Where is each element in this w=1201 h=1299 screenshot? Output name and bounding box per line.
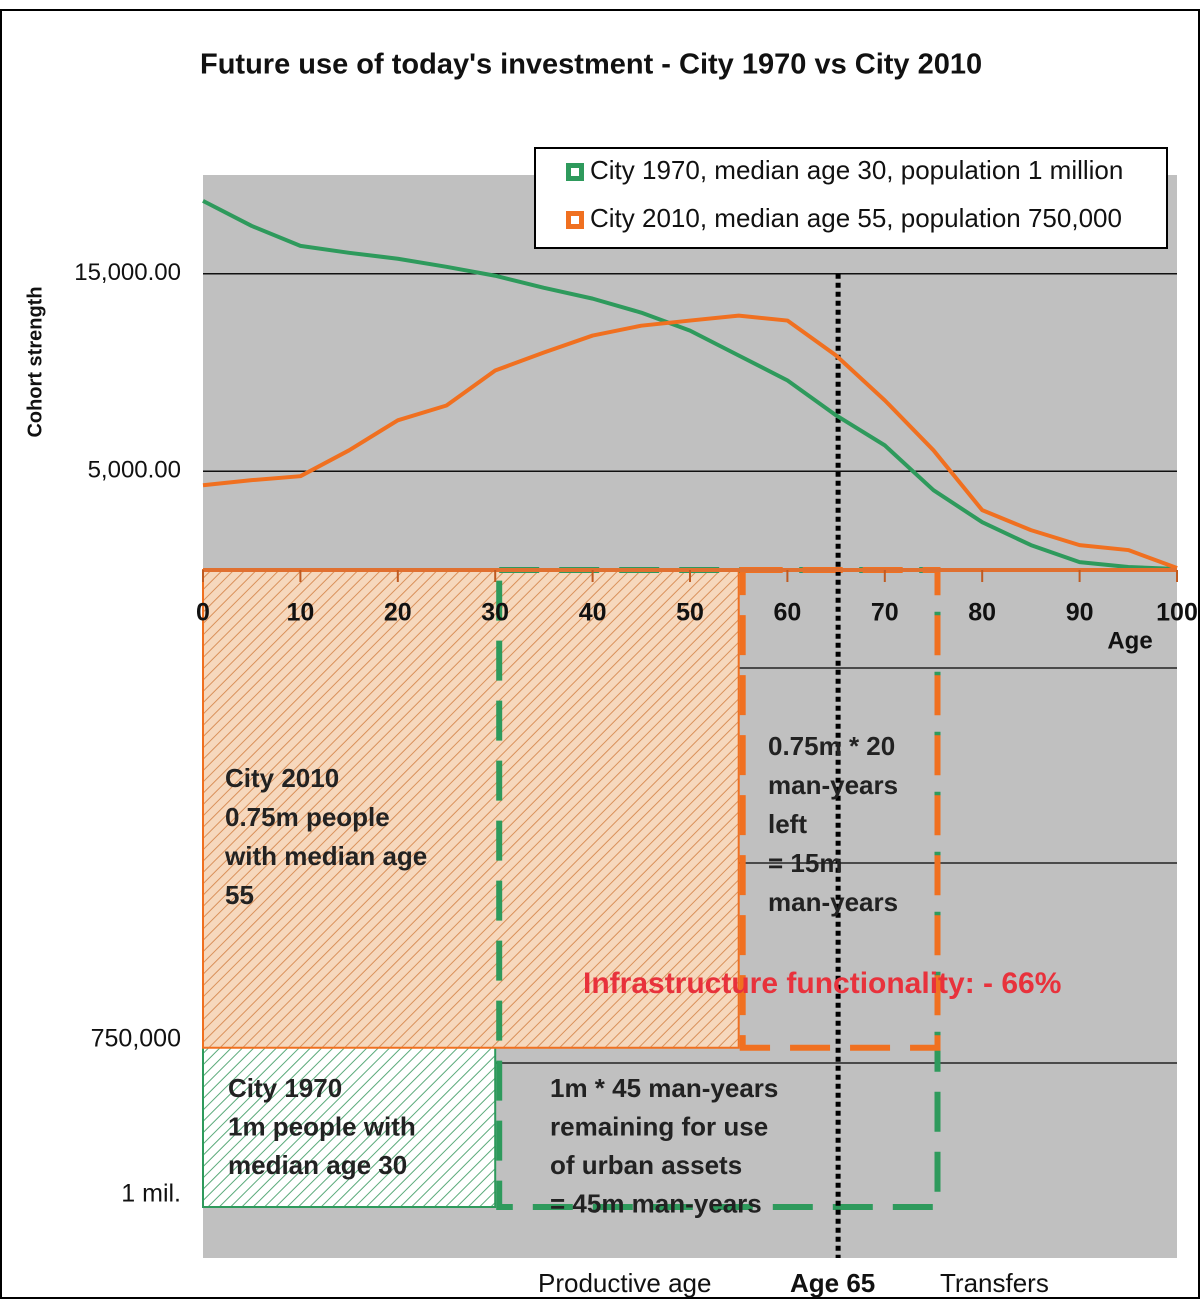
line-series — [202, 313, 1178, 570]
x-tick-label: 0 — [196, 599, 210, 627]
x-tick-label: 80 — [968, 599, 996, 627]
annotation: remaining for use — [550, 1111, 768, 1141]
annotation: median age 30 — [228, 1150, 407, 1180]
footer-label: Transfers — [940, 1268, 1049, 1298]
x-tick-label: 10 — [286, 599, 314, 627]
legend-label: City 1970, median age 30, population 1 m… — [590, 155, 1123, 185]
headline: Infrastructure functionality: - 66% — [583, 967, 1061, 1000]
annotation: man-years — [768, 770, 898, 800]
annotation: City 2010 — [225, 763, 339, 793]
annotation: City 1970 — [228, 1073, 342, 1103]
x-tick-label: 70 — [871, 599, 899, 627]
annotation: = 15m — [768, 848, 842, 878]
x-tick-label: 90 — [1066, 599, 1094, 627]
frame — [0, 9, 1200, 1299]
x-tick-label: 100 — [1156, 599, 1198, 627]
annotation: = 45m man-years — [550, 1188, 762, 1218]
annotation: 0.75m people — [225, 802, 390, 832]
legend-label: City 2010, median age 55, population 750… — [590, 203, 1122, 233]
annotation: of urban assets — [550, 1150, 742, 1180]
y-tick-label: 750,000 — [91, 1024, 181, 1052]
annotation: 1m * 45 man-years — [550, 1073, 778, 1103]
cohort-block — [202, 569, 740, 1049]
footer-label: Age 65 — [790, 1268, 875, 1298]
x-tick-label: 20 — [384, 599, 412, 627]
y-axis-label: Cohort strength — [24, 286, 46, 437]
legend-swatch-inner — [571, 168, 579, 176]
x-tick-label: 30 — [481, 599, 509, 627]
legend: City 1970, median age 30, population 1 m… — [534, 147, 1168, 249]
annotation: 55 — [225, 880, 254, 910]
annotation: 1m people with — [228, 1111, 416, 1141]
legend-swatch-inner — [571, 216, 579, 224]
chart-title: Future use of today's investment - City … — [200, 49, 982, 81]
x-tick-label: 60 — [773, 599, 801, 627]
footer-label: Productive age — [538, 1268, 711, 1298]
y-tick-label: 15,000.00 — [74, 259, 181, 286]
x-tick-label: 40 — [579, 599, 607, 627]
annotation: left — [768, 809, 807, 839]
y-tick-label: 1 mil. — [121, 1180, 181, 1208]
legend-box — [534, 147, 1168, 249]
line-series — [202, 199, 1178, 572]
annotation: 0.75m * 20 — [768, 731, 895, 761]
annotation: with median age — [224, 841, 427, 871]
y-tick-label: 5,000.00 — [88, 457, 181, 484]
annotation: man-years — [768, 887, 898, 917]
x-tick-label: 50 — [676, 599, 704, 627]
x-axis-label: Age — [1107, 627, 1152, 654]
